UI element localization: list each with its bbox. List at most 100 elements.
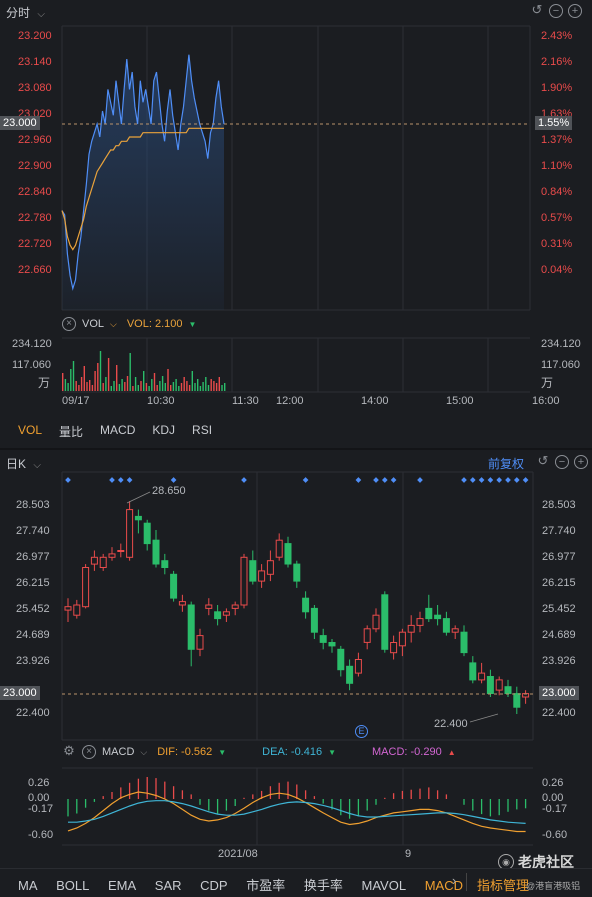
volume-bar	[207, 385, 210, 391]
close-icon[interactable]: ×	[62, 317, 76, 331]
candle-body	[126, 509, 134, 558]
time-label: 11:30	[232, 395, 259, 407]
volume-bar	[113, 381, 115, 391]
macd-tick: 0.26	[28, 777, 50, 789]
volume-bar	[210, 379, 212, 391]
event-dot	[373, 477, 379, 483]
event-dot	[478, 477, 485, 483]
volume-bar	[78, 385, 80, 391]
volume-bar	[140, 381, 142, 391]
volume-bar	[121, 379, 123, 391]
tab-ema[interactable]: EMA	[108, 878, 137, 893]
volume-bar	[151, 379, 153, 391]
intraday-average-line	[61, 127, 224, 251]
zoom-out-icon[interactable]: −	[549, 4, 563, 18]
volume-bar	[118, 384, 121, 391]
candle-body	[214, 611, 222, 620]
price-tick: 23.200	[18, 30, 52, 42]
volume-bar	[172, 382, 175, 391]
candle-body	[319, 635, 327, 643]
chevron-down-icon[interactable]: ⌵	[140, 746, 148, 757]
volume-bar	[156, 385, 158, 391]
volume-bar	[143, 371, 145, 391]
percent-tick: 0.04%	[541, 264, 573, 276]
volume-bar	[91, 385, 94, 391]
candle-body	[108, 553, 116, 558]
candle-body	[99, 556, 107, 568]
candle-body	[73, 604, 81, 616]
indicator-manage-button[interactable]: 指标管理	[477, 878, 530, 893]
daily-price-tick: 22.400	[542, 707, 576, 719]
volume-bar	[86, 382, 88, 391]
volume-bar	[164, 383, 166, 391]
candle-body	[222, 611, 230, 616]
time-label: 15:00	[446, 395, 474, 407]
time-label: 14:00	[361, 395, 389, 407]
volume-bar	[215, 383, 218, 391]
volume-bar	[199, 386, 202, 391]
volume-bar	[170, 385, 172, 391]
candle-body	[170, 573, 178, 599]
candle-body	[161, 560, 169, 569]
vol-tick-high-left: 234.120	[12, 338, 52, 350]
undo-icon[interactable]: ↺	[537, 453, 549, 468]
volume-bar	[153, 373, 156, 391]
chevron-down-icon: ⌵	[37, 9, 45, 20]
tab-boll[interactable]: BOLL	[56, 878, 90, 893]
tab-sar[interactable]: SAR	[154, 878, 182, 893]
settings-gear-icon[interactable]: ⚙	[63, 743, 75, 758]
chart-title-daily[interactable]: 日K ⌵	[6, 455, 41, 472]
close-icon[interactable]: ×	[82, 745, 96, 759]
candle-body	[513, 693, 521, 708]
chevron-right-icon[interactable]: ›	[452, 873, 457, 888]
tab-macd-bottom[interactable]: MACD	[424, 878, 463, 893]
tab-pe-ratio[interactable]: 市盈率	[246, 878, 286, 893]
volume-bar	[148, 386, 150, 391]
zoom-out-icon[interactable]: −	[555, 455, 569, 469]
volume-bar	[110, 386, 112, 391]
high-price-label: 28.650	[152, 485, 186, 497]
volume-bar	[67, 383, 69, 391]
macd-tick: 0.26	[542, 777, 564, 789]
adjust-button[interactable]: 前复权	[488, 457, 525, 471]
daily-price-tick: 25.452	[542, 603, 576, 615]
candle-body	[266, 560, 274, 575]
candle-body	[64, 606, 72, 611]
zoom-in-icon[interactable]: +	[568, 4, 582, 18]
tab-ma[interactable]: MA	[18, 878, 38, 893]
undo-icon[interactable]: ↺	[531, 2, 543, 17]
intraday-indicator-tabs: VOL 量比 MACD KDJ RSI	[18, 423, 212, 440]
tab-macd[interactable]: MACD	[100, 423, 136, 437]
volume-bar	[64, 379, 67, 391]
tab-mavol[interactable]: MAVOL	[361, 878, 407, 893]
volume-bar	[180, 383, 183, 391]
intraday-volume-bars	[62, 351, 226, 391]
chart-title-intraday[interactable]: 分时 ⌵	[6, 4, 45, 21]
candle-body	[407, 624, 415, 633]
candle-body	[240, 556, 248, 606]
tab-volume-ratio[interactable]: 量比	[59, 425, 84, 439]
vol-tick-mid-left: 117.060	[12, 359, 51, 371]
watermark-handle: @港盲港吸铝	[526, 881, 581, 891]
daily-title: 日K	[6, 457, 27, 471]
chevron-down-icon[interactable]: ⌵	[110, 318, 117, 329]
candle-body	[381, 594, 389, 650]
daily-price-tick: 28.503	[16, 499, 50, 511]
tab-vol[interactable]: VOL	[18, 423, 43, 437]
tab-turnover[interactable]: 换手率	[303, 878, 343, 893]
vol-label[interactable]: VOL	[82, 318, 105, 330]
candle-body	[416, 618, 424, 626]
tab-rsi[interactable]: RSI	[192, 423, 213, 437]
volume-bar	[159, 381, 161, 391]
percent-tick: 2.43%	[541, 30, 573, 42]
earnings-event-marker[interactable]: E	[355, 725, 368, 738]
tab-cdp[interactable]: CDP	[200, 878, 228, 893]
low-price-label: 22.400	[434, 718, 468, 730]
zoom-in-icon[interactable]: +	[574, 455, 588, 469]
macd-label[interactable]: MACD	[102, 746, 135, 758]
price-tick: 22.720	[18, 238, 52, 250]
candle-body	[178, 601, 186, 606]
volume-bar	[137, 385, 139, 391]
tab-kdj[interactable]: KDJ	[152, 423, 176, 437]
volume-bar	[97, 363, 99, 391]
